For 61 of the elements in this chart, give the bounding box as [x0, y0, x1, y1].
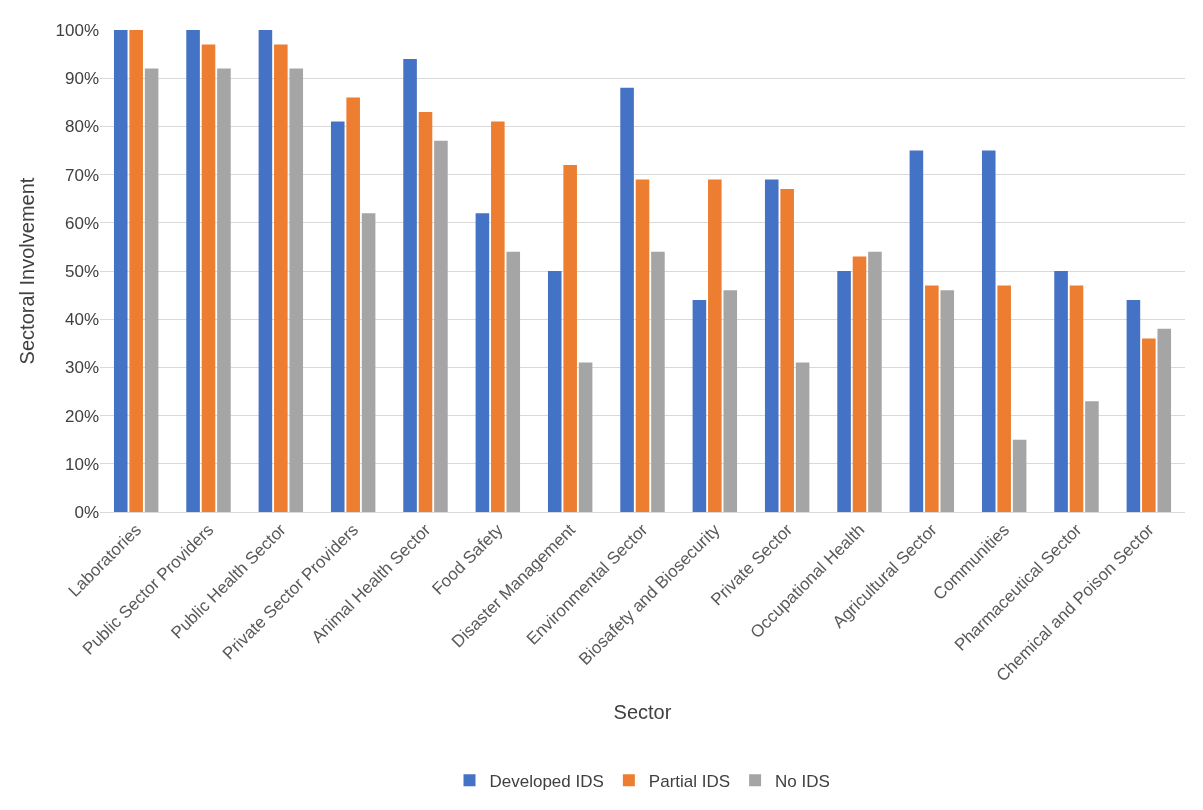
- bar: [692, 299, 707, 512]
- bar: [563, 164, 577, 512]
- bar: [909, 150, 924, 512]
- bar: [1054, 271, 1068, 512]
- bar: [780, 189, 794, 512]
- y-tick-label: 20%: [64, 406, 99, 426]
- y-tick-label: 40%: [64, 310, 99, 330]
- bar: [475, 213, 490, 512]
- bar: [361, 213, 376, 512]
- bar: [1157, 328, 1172, 512]
- bar: [981, 150, 996, 512]
- bar: [258, 30, 273, 512]
- bar: [635, 179, 650, 512]
- bar: [1126, 299, 1141, 512]
- bar: [113, 30, 128, 512]
- bar: [418, 111, 433, 512]
- y-tick-label: 90%: [64, 69, 99, 89]
- bar: [186, 30, 200, 512]
- legend-label: No IDS: [775, 771, 830, 791]
- y-tick-label: 70%: [64, 165, 99, 185]
- bar: [1142, 338, 1156, 512]
- bar: [997, 285, 1011, 512]
- bar: [274, 44, 288, 512]
- y-tick-label: 30%: [64, 358, 99, 378]
- bar: [346, 97, 360, 512]
- legend-label: Partial IDS: [648, 771, 731, 791]
- bar: [852, 256, 867, 512]
- bar: [129, 30, 143, 512]
- bar: [651, 251, 665, 512]
- bar: [868, 251, 882, 512]
- bar: [403, 58, 417, 512]
- bar: [434, 140, 448, 512]
- y-tick-label: 80%: [64, 117, 99, 137]
- y-tick-label: 50%: [64, 261, 99, 281]
- bar: [925, 285, 939, 512]
- bar: [578, 362, 593, 512]
- bar: [144, 68, 159, 512]
- y-tick-label: 10%: [64, 454, 99, 474]
- bar: [330, 121, 345, 512]
- y-tick-label: 100%: [55, 20, 99, 40]
- bar: [940, 290, 955, 512]
- bar: [795, 362, 810, 512]
- bar: [708, 179, 722, 512]
- y-axis-title: Sectoral Involvement: [16, 177, 39, 365]
- bar: [289, 68, 304, 512]
- bar: [764, 179, 779, 512]
- bar: [1012, 439, 1027, 512]
- bar: [723, 290, 738, 512]
- y-tick-label: 60%: [64, 213, 99, 233]
- bar: [547, 271, 562, 512]
- legend-label: Developed IDS: [489, 771, 604, 791]
- y-tick-label: 0%: [74, 502, 99, 522]
- bar: [506, 251, 521, 512]
- bar: [1069, 285, 1084, 512]
- bar: [491, 121, 505, 512]
- bar: [1085, 401, 1099, 512]
- bar: [217, 68, 231, 512]
- bar: [620, 87, 634, 512]
- x-axis-title: Sector: [613, 700, 672, 723]
- bar: [837, 271, 851, 512]
- bar: [201, 44, 216, 512]
